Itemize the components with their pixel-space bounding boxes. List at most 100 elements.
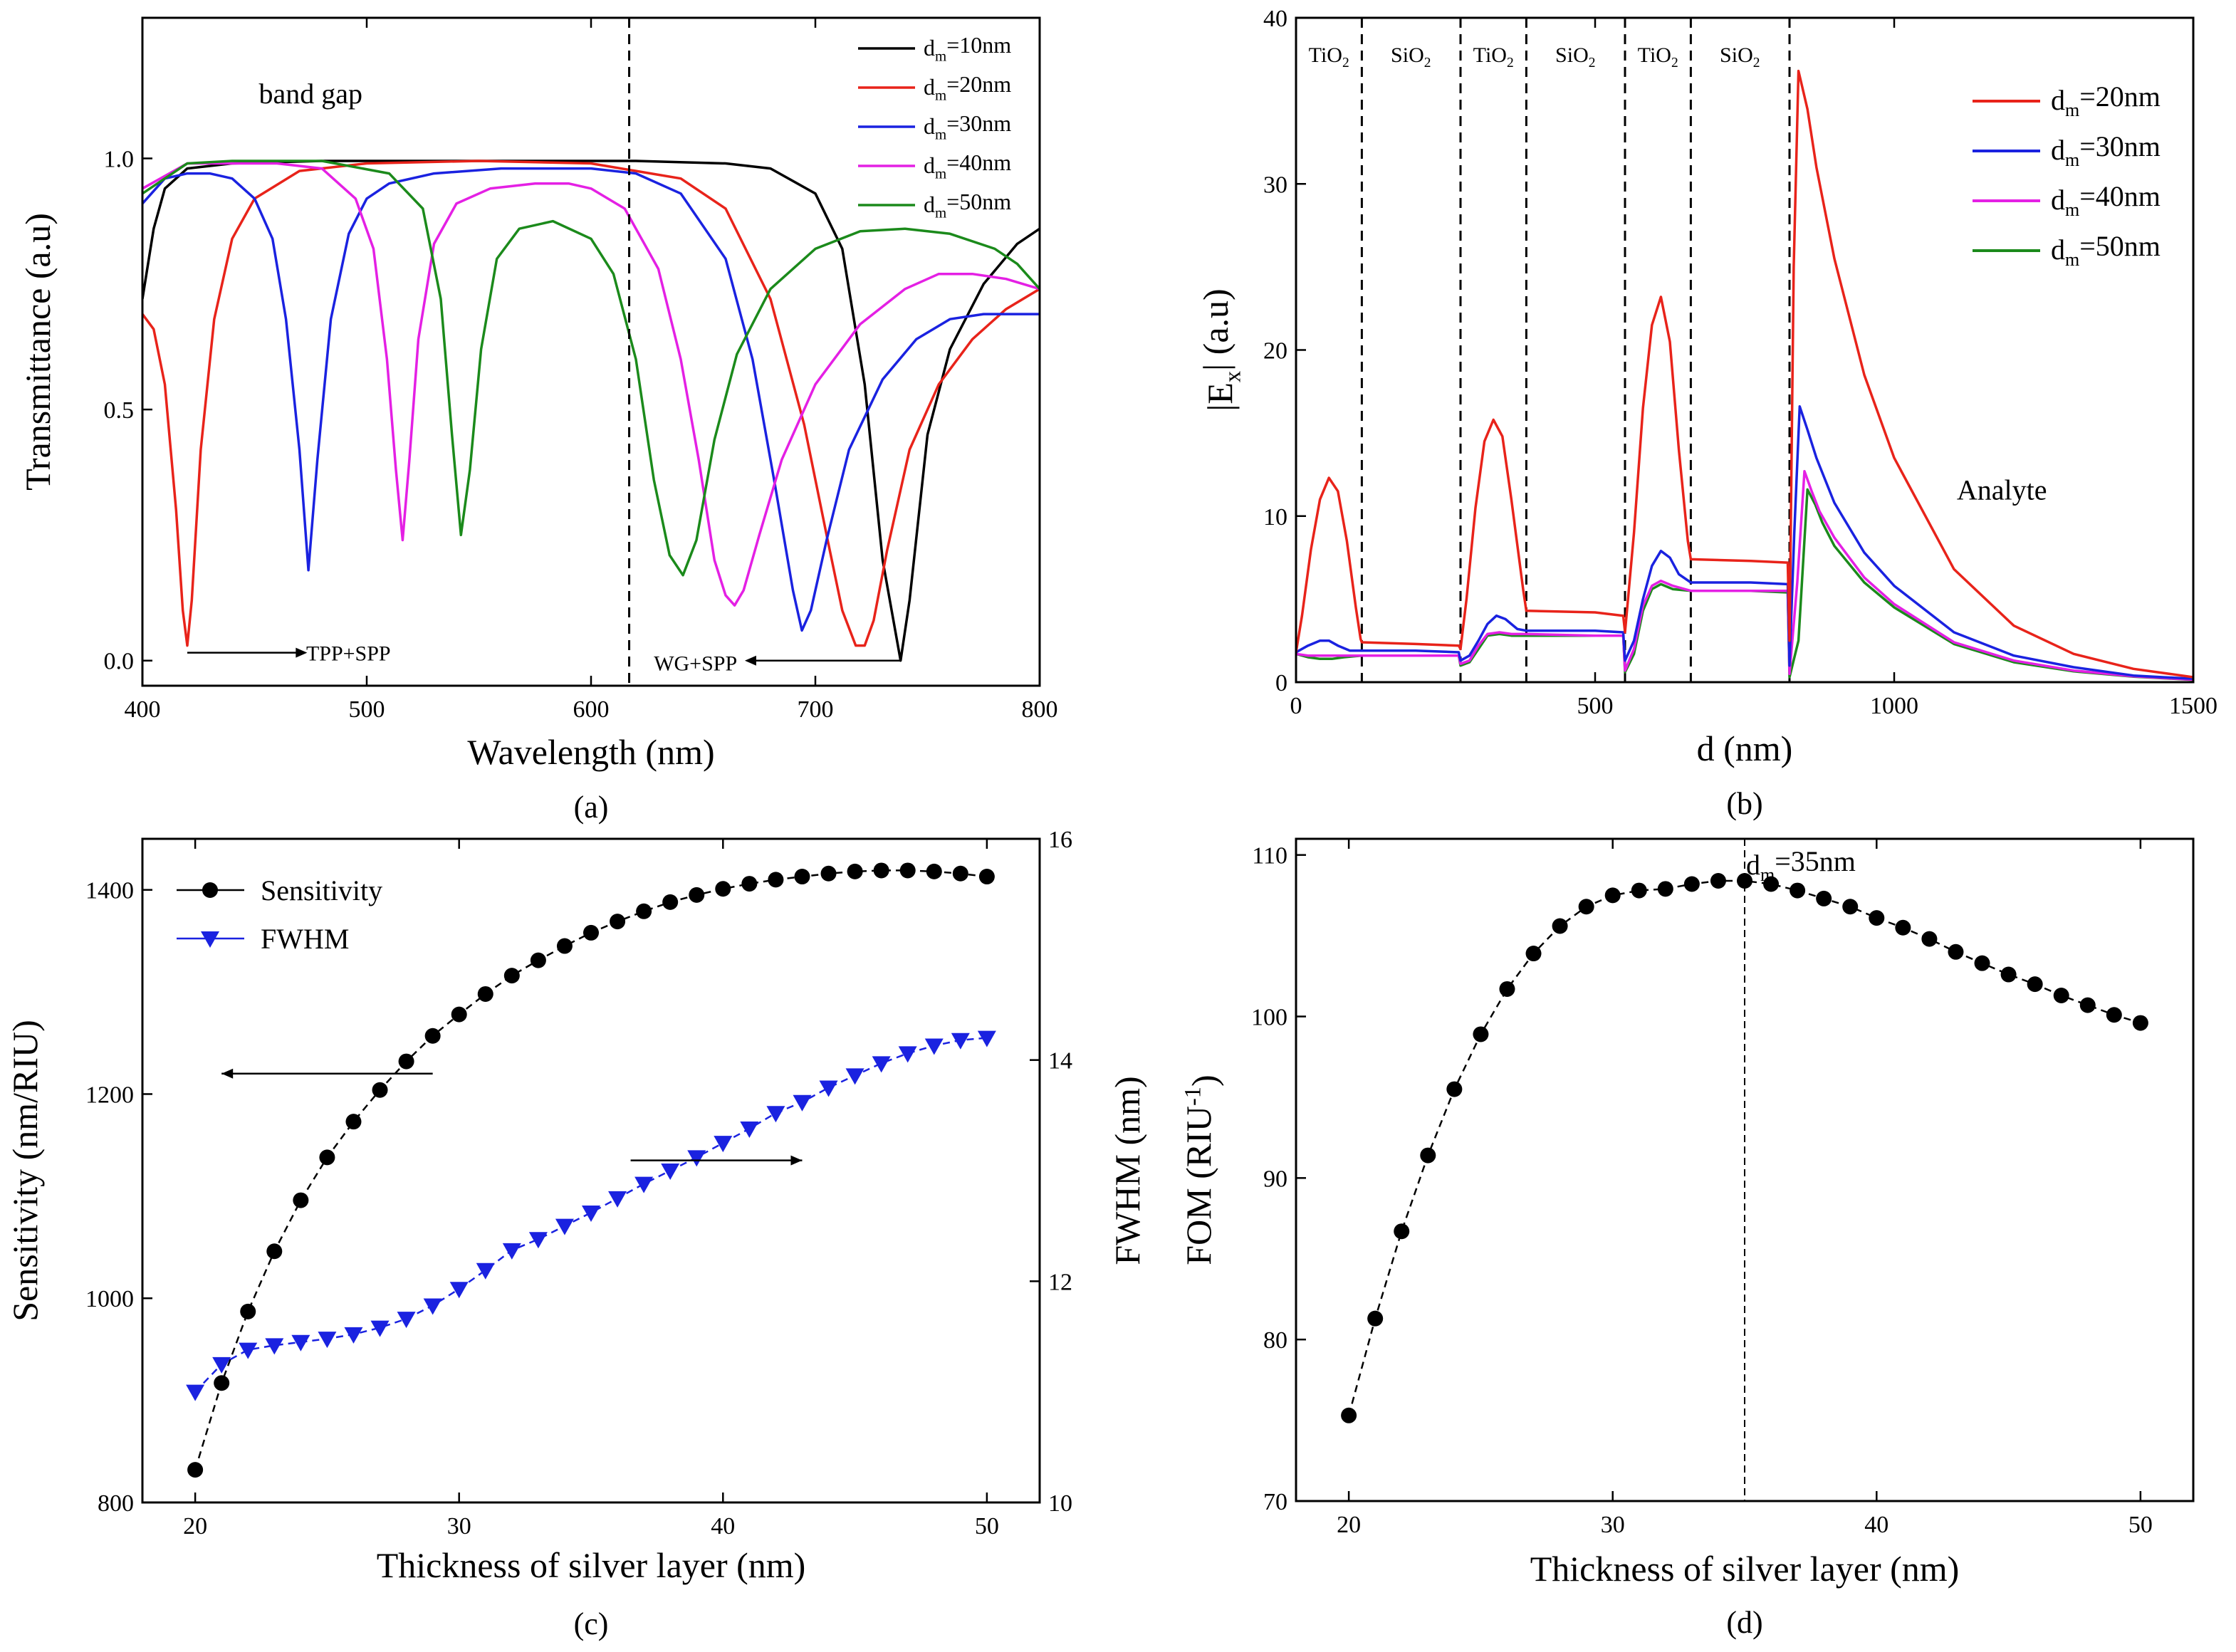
series-line xyxy=(1296,470,2193,681)
legend-label: dm=40nm xyxy=(2051,180,2161,220)
panel-caption: (b) xyxy=(1726,786,1762,821)
tpp-spp-label: TPP+SPP xyxy=(306,642,391,666)
fom-point xyxy=(1710,872,1726,889)
fom-point xyxy=(1578,899,1594,915)
fwhm-point xyxy=(239,1342,258,1359)
x-tick-label: 50 xyxy=(975,1513,999,1539)
fwhm-point xyxy=(397,1312,416,1329)
series-line xyxy=(142,160,1040,662)
fwhm-point xyxy=(344,1327,363,1344)
fom-point xyxy=(1948,943,1964,960)
fwhm-point xyxy=(793,1094,812,1112)
sensitivity-point xyxy=(451,1006,467,1023)
fom-point xyxy=(2079,997,2096,1013)
fwhm-point xyxy=(423,1298,442,1315)
legend-label: dm=20nm xyxy=(924,71,1011,103)
sensitivity-point xyxy=(768,872,784,888)
y-tick-label: 90 xyxy=(1263,1166,1287,1192)
x-tick-label: 30 xyxy=(447,1513,471,1539)
fom-point xyxy=(1420,1147,1436,1164)
fwhm-point xyxy=(212,1356,231,1374)
layer-label: TiO2 xyxy=(1638,43,1678,70)
series-line xyxy=(1296,405,2193,681)
layer-label: TiO2 xyxy=(1473,43,1514,70)
sensitivity-line xyxy=(194,869,988,1470)
sensitivity-point xyxy=(583,924,599,941)
x-tick-label: 20 xyxy=(1337,1512,1361,1538)
fwhm-point xyxy=(291,1334,310,1352)
x-tick-label: 40 xyxy=(711,1513,735,1539)
x-tick-label: 20 xyxy=(183,1513,207,1539)
fwhm-point xyxy=(502,1243,521,1260)
panel-caption: (a) xyxy=(574,790,609,825)
fom-point xyxy=(1842,899,1859,915)
panel-a: 400 500 600 700 800 0.0 0.5 1.0 Wavelength (nm) T… xyxy=(18,16,1058,825)
y-tick-label: 0.5 xyxy=(104,397,135,424)
x-tick-label: 600 xyxy=(573,696,610,723)
fwhm-point xyxy=(476,1262,495,1280)
legend-label: dm=20nm xyxy=(2051,80,2161,120)
layer-label: SiO2 xyxy=(1720,43,1760,70)
panel-d: 20 30 40 50 70 80 90 100 110 Thickness of silver … xyxy=(1179,837,2195,1640)
y-axis-label: |Ex| (a.u) xyxy=(1196,288,1246,411)
x-tick-label: 1000 xyxy=(1870,693,1918,719)
y-tick-label: 20 xyxy=(1263,338,1287,365)
x-tick-label: 1500 xyxy=(2169,693,2217,719)
panel-b: TiO2 SiO2 TiO2 SiO2 TiO2 SiO2 0 500 1000 1500 0 10 2… xyxy=(1196,6,2217,821)
x-tick-label: 30 xyxy=(1601,1512,1625,1538)
sensitivity-point xyxy=(556,938,573,954)
y-tick-label: 100 xyxy=(1251,1005,1287,1031)
fom-point xyxy=(1446,1081,1463,1097)
legend-label: dm=40nm xyxy=(924,150,1011,182)
fom-point xyxy=(2000,966,2017,983)
fom-point xyxy=(1552,918,1568,934)
series-line xyxy=(142,167,1040,632)
fom-point xyxy=(1974,955,1990,971)
y-tick-label: 30 xyxy=(1263,172,1287,198)
x-tick-label: 500 xyxy=(349,696,385,723)
panel-caption: (c) xyxy=(574,1606,609,1641)
y-tick-label: 70 xyxy=(1263,1489,1287,1515)
y2-tick-label: 10 xyxy=(1048,1490,1072,1517)
y-axis-label: Sensitivity (nm/RIU) xyxy=(5,1020,45,1322)
y-tick-label: 800 xyxy=(98,1490,134,1517)
sensitivity-point xyxy=(187,1462,204,1478)
sensitivity-point xyxy=(530,952,546,968)
series-line xyxy=(142,162,1040,607)
fwhm-point xyxy=(265,1338,284,1355)
y-tick-label: 1400 xyxy=(85,878,134,904)
plot-frame xyxy=(1295,837,2195,1502)
sensitivity-point xyxy=(820,865,837,882)
sensitivity-point xyxy=(952,865,968,882)
panel-c: 20 30 40 50 800 1000 1200 1400 10 12 14 16 Thickness… xyxy=(5,827,1147,1641)
series-line xyxy=(142,160,1040,577)
y2-tick-label: 12 xyxy=(1048,1269,1072,1295)
layer-label: TiO2 xyxy=(1309,43,1349,70)
wg-arrow-head xyxy=(744,655,756,666)
plot-frame xyxy=(141,837,1041,1504)
y-tick-label: 1200 xyxy=(85,1082,134,1108)
fom-point xyxy=(1895,919,1911,936)
fwhm-point xyxy=(687,1150,706,1167)
fwhm-point xyxy=(449,1282,469,1299)
sensitivity-point xyxy=(266,1243,283,1260)
panel-caption: (d) xyxy=(1726,1605,1762,1640)
x-axis-label: Thickness of silver layer (nm) xyxy=(1530,1549,1960,1589)
fwhm-point xyxy=(661,1164,680,1180)
series-line xyxy=(1296,69,2193,679)
fom-point xyxy=(1816,890,1832,906)
fwhm-point xyxy=(740,1121,759,1138)
fom-point xyxy=(2132,1015,2148,1031)
sensitivity-point xyxy=(398,1053,414,1070)
fom-point xyxy=(1604,887,1621,904)
sensitivity-point xyxy=(319,1149,335,1166)
series-group xyxy=(142,160,1040,662)
sensitivity-point xyxy=(610,914,626,930)
fwhm-point xyxy=(555,1218,574,1235)
sensitivity-point xyxy=(240,1303,256,1319)
layer-label: SiO2 xyxy=(1555,43,1595,70)
fom-point xyxy=(2053,988,2069,1004)
fwhm-point xyxy=(951,1032,970,1050)
y-tick-label: 0 xyxy=(1275,670,1287,696)
